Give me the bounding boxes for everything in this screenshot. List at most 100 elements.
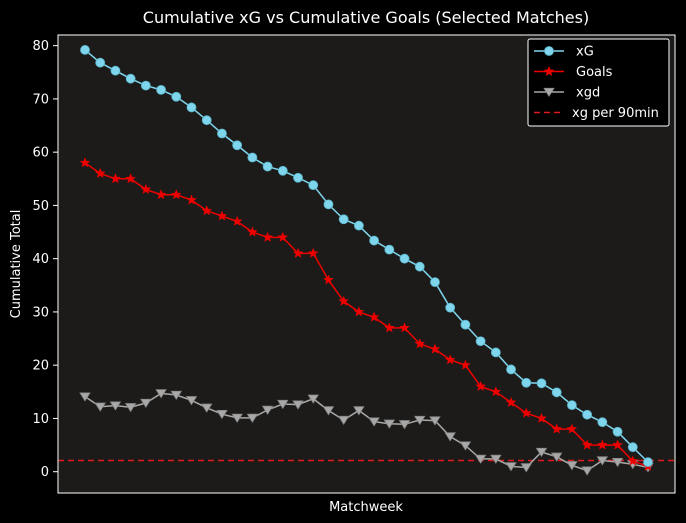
- data-point-xg: [582, 409, 593, 420]
- data-point-xgd: [292, 400, 304, 410]
- y-tick-label: 0: [41, 465, 49, 480]
- data-point-xg: [353, 220, 364, 231]
- data-point-xg: [369, 235, 380, 246]
- data-point-xg: [430, 277, 440, 288]
- data-point-xg: [156, 84, 166, 95]
- y-tick-label: 30: [32, 305, 49, 320]
- y-tick-label: 10: [32, 412, 49, 427]
- data-point-xg: [277, 165, 288, 176]
- data-point-goals: [596, 439, 608, 450]
- data-point-xgd: [201, 403, 213, 413]
- data-point-xg: [506, 364, 516, 375]
- data-point-xg: [232, 140, 243, 151]
- data-point-xg: [262, 161, 273, 172]
- data-point-xgd: [611, 457, 624, 468]
- y-tick-label: 50: [32, 199, 49, 214]
- data-point-xg: [201, 115, 212, 126]
- data-point-xg: [399, 253, 410, 264]
- data-point-goals: [520, 407, 532, 418]
- data-point-xg: [323, 199, 334, 210]
- x-axis-label: Matchweek: [329, 500, 403, 515]
- data-point-goals: [79, 157, 91, 168]
- data-point-xg: [125, 73, 136, 84]
- series-xgd: [79, 389, 654, 476]
- data-point-xg: [536, 378, 547, 389]
- data-point-xg: [521, 377, 532, 388]
- data-point-goals: [338, 295, 350, 306]
- data-point-xgd: [474, 454, 487, 464]
- data-point-goals: [414, 338, 426, 349]
- data-point-goals: [490, 386, 502, 397]
- y-tick-label: 40: [32, 252, 49, 267]
- data-point-goals: [399, 322, 410, 333]
- data-point-goals: [216, 210, 228, 221]
- data-point-goals: [612, 439, 623, 450]
- data-point-xgd: [353, 406, 365, 416]
- data-point-xgd: [94, 402, 106, 412]
- data-point-xg: [80, 45, 90, 55]
- legend-marker-xgd: [543, 87, 555, 98]
- data-point-xg: [445, 302, 456, 313]
- data-point-xgd: [155, 389, 167, 399]
- data-point-goals: [551, 423, 563, 434]
- data-point-xg: [475, 336, 486, 347]
- data-point-xg: [567, 400, 577, 411]
- legend-box: [527, 38, 670, 127]
- data-point-goals: [201, 205, 213, 216]
- data-point-xgd: [505, 462, 517, 472]
- data-point-xg: [293, 172, 303, 183]
- data-point-xg: [95, 57, 106, 68]
- series-goals: [79, 157, 654, 471]
- data-point-goals: [94, 167, 106, 179]
- legend-marker-xg: [544, 46, 554, 56]
- data-point-xgd: [231, 413, 243, 423]
- data-point-xgd: [398, 420, 411, 430]
- data-point-xgd: [550, 452, 563, 462]
- data-point-goals: [429, 343, 441, 354]
- y-tick-label: 70: [32, 92, 49, 107]
- data-point-xgd: [307, 394, 319, 404]
- data-point-xgd: [124, 403, 137, 413]
- data-point-xg: [490, 347, 501, 358]
- data-point-xg: [627, 442, 638, 453]
- legend-label-xgd: xgd: [576, 86, 600, 101]
- data-point-goals: [383, 322, 395, 333]
- data-point-xgd: [368, 417, 380, 427]
- data-point-goals: [475, 380, 487, 392]
- data-point-xgd: [383, 419, 396, 429]
- data-point-xg: [384, 244, 395, 255]
- data-point-goals: [368, 311, 380, 322]
- data-point-goals: [323, 274, 334, 285]
- y-axis-label: Cumulative Total: [9, 210, 24, 319]
- data-point-xg: [612, 426, 623, 437]
- data-point-xgd: [277, 399, 289, 410]
- data-point-xgd: [79, 392, 91, 402]
- data-point-goals: [627, 455, 639, 466]
- data-point-goals: [110, 173, 121, 184]
- data-point-xgd: [109, 401, 122, 411]
- data-point-xgd: [170, 390, 183, 401]
- data-point-goals: [307, 247, 319, 258]
- data-point-goals: [170, 189, 182, 200]
- data-point-xgd: [414, 415, 426, 426]
- data-point-xgd: [216, 410, 228, 420]
- legend: xG Goals xgd xg per 90min: [527, 38, 670, 127]
- y-tick-label: 80: [32, 39, 49, 54]
- data-point-xgd: [429, 416, 441, 426]
- chart-title: Cumulative xG vs Cumulative Goals (Selec…: [143, 8, 589, 27]
- data-point-xgd: [185, 396, 198, 406]
- data-point-xgd: [444, 432, 456, 442]
- data-point-xgd: [322, 406, 335, 416]
- data-point-goals: [140, 183, 152, 195]
- data-point-goals: [231, 215, 243, 227]
- data-point-xgd: [337, 415, 350, 426]
- data-point-goals: [566, 423, 578, 434]
- data-point-goals: [581, 439, 593, 450]
- data-point-goals: [536, 412, 547, 424]
- data-point-xgd: [459, 441, 472, 451]
- data-point-goals: [505, 396, 517, 408]
- data-point-goals: [186, 194, 197, 205]
- data-point-xg: [110, 65, 121, 76]
